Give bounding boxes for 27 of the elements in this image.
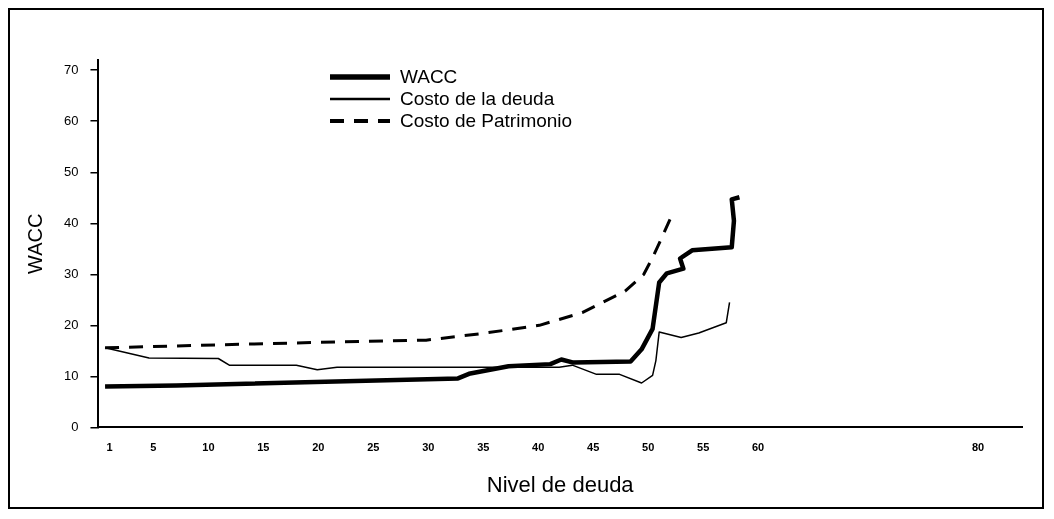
x-tick-label: 10	[202, 441, 215, 454]
x-tick-label: 45	[587, 441, 600, 454]
y-tick-label: 70	[63, 61, 79, 77]
legend-label: WACC	[400, 66, 458, 88]
y-tick-label: 60	[63, 112, 79, 128]
x-tick-label: 40	[532, 441, 545, 454]
x-tick-label: 5	[150, 441, 157, 454]
legend-label: Costo de Patrimonio	[400, 110, 573, 132]
x-tick-label: 20	[312, 441, 325, 454]
y-tick-label: 40	[63, 214, 79, 230]
x-tick-label: 15	[257, 441, 270, 454]
x-tick-label: 55	[697, 441, 710, 454]
y-tick-label: 50	[63, 163, 79, 179]
y-tick-label: 0	[71, 418, 79, 434]
y-tick-label: 10	[63, 367, 79, 383]
x-tick-label: 1	[106, 441, 113, 454]
y-tick-label: 30	[63, 265, 79, 281]
x-tick-label: 50	[642, 441, 655, 454]
x-tick-label: 35	[477, 441, 490, 454]
x-tick-label: 30	[422, 441, 435, 454]
legend-label: Costo de la deuda	[400, 88, 555, 110]
x-tick-label: 60	[752, 441, 765, 454]
y-axis-title: WACC	[23, 213, 46, 274]
x-tick-label: 25	[367, 441, 380, 454]
x-axis-title: Nivel de deuda	[486, 471, 635, 497]
y-tick-label: 20	[63, 316, 79, 332]
x-tick-label: 80	[971, 441, 985, 454]
